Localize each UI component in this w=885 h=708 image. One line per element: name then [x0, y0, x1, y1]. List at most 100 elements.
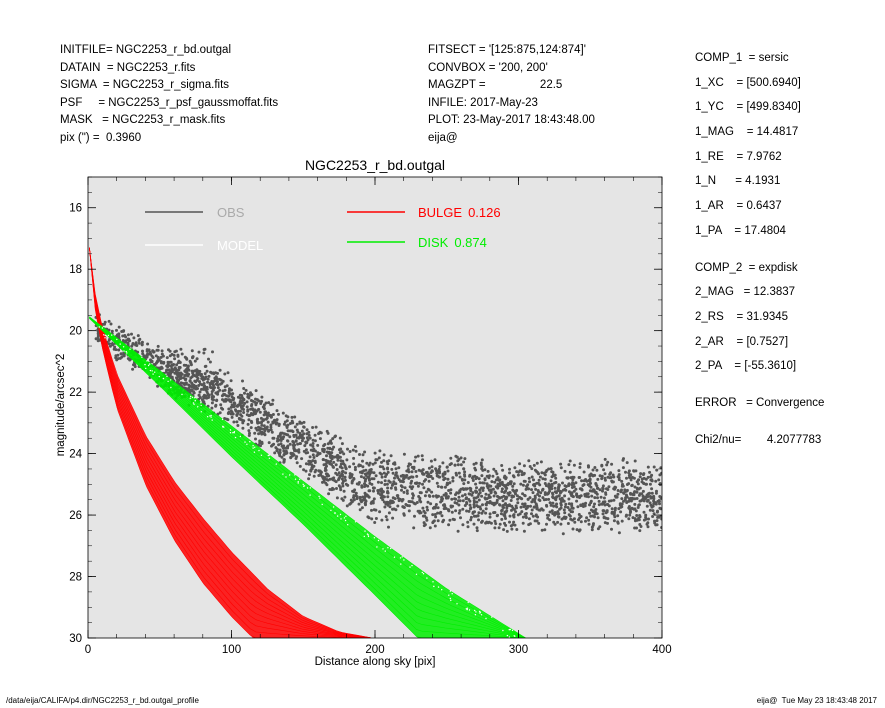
obs-point — [337, 471, 341, 475]
obs-point — [526, 483, 530, 487]
obs-point — [544, 498, 548, 501]
obs-point — [286, 415, 290, 419]
obs-point — [582, 504, 586, 508]
obs-point — [230, 415, 234, 419]
obs-point — [423, 494, 427, 498]
model-point — [197, 406, 199, 408]
obs-point — [453, 463, 457, 467]
obs-point — [396, 504, 400, 508]
obs-point — [285, 424, 289, 428]
obs-point — [141, 352, 145, 356]
obs-point — [485, 482, 489, 486]
obs-point — [358, 470, 362, 474]
obs-point — [628, 513, 632, 517]
obs-point — [617, 469, 621, 473]
model-point — [513, 635, 515, 637]
obs-point — [386, 462, 390, 466]
obs-point — [438, 465, 442, 469]
obs-point — [429, 459, 433, 463]
obs-point — [567, 483, 571, 486]
obs-point — [434, 503, 438, 506]
obs-point — [298, 464, 302, 468]
obs-point — [449, 505, 453, 509]
obs-point — [443, 485, 447, 489]
obs-point — [393, 476, 396, 480]
model-point — [318, 495, 320, 498]
obs-point — [318, 473, 322, 477]
obs-point — [361, 459, 364, 463]
x-tick-label: 100 — [222, 644, 241, 656]
obs-point — [277, 412, 280, 416]
obs-point — [644, 513, 648, 517]
obs-point — [354, 449, 358, 453]
obs-point — [259, 444, 262, 448]
obs-point — [511, 523, 515, 527]
obs-point — [109, 322, 113, 326]
model-point — [275, 463, 277, 465]
obs-point — [637, 493, 641, 497]
obs-point — [344, 467, 348, 471]
obs-point — [427, 466, 431, 470]
obs-point — [563, 505, 567, 509]
obs-point — [423, 523, 427, 527]
obs-point — [657, 515, 661, 519]
obs-point — [487, 493, 491, 497]
obs-point — [254, 437, 257, 441]
obs-point — [203, 387, 207, 391]
obs-point — [307, 459, 311, 463]
obs-point — [646, 521, 650, 525]
obs-point — [383, 479, 387, 483]
obs-point — [598, 474, 602, 478]
obs-point — [580, 479, 584, 483]
model-point — [154, 371, 156, 373]
obs-point — [392, 462, 395, 466]
obs-point — [481, 489, 485, 492]
obs-point — [650, 487, 654, 491]
obs-point — [487, 520, 491, 524]
header-right-params: COMP_1 = sersic 1_XC = [500.6940] 1_YC = [… — [695, 46, 824, 452]
model-point — [294, 478, 297, 480]
obs-point — [216, 386, 220, 390]
obs-point — [400, 488, 403, 492]
obs-point — [186, 372, 190, 376]
obs-point — [278, 451, 282, 454]
model-point — [509, 628, 511, 631]
obs-point — [603, 457, 607, 461]
model-point — [468, 609, 471, 611]
obs-point — [477, 511, 481, 515]
obs-point — [463, 470, 467, 474]
obs-point — [564, 515, 568, 519]
obs-point — [553, 486, 557, 490]
obs-point — [239, 409, 242, 413]
obs-point — [368, 472, 372, 476]
obs-point — [461, 507, 465, 511]
obs-point — [532, 482, 536, 486]
obs-point — [461, 478, 464, 482]
model-point — [233, 431, 236, 433]
obs-point — [458, 475, 462, 479]
obs-point — [594, 482, 598, 486]
obs-point — [367, 495, 371, 499]
obs-point — [352, 498, 356, 502]
obs-point — [288, 435, 292, 439]
footer-path: /data/eija/CALIFA/p4.dir/NGC2253_r_bd.ou… — [6, 696, 200, 705]
obs-point — [474, 514, 478, 518]
model-point — [309, 494, 311, 496]
obs-point — [313, 461, 317, 464]
obs-point — [344, 471, 348, 475]
header-mid-line: MAGZPT = 22.5 — [428, 79, 563, 92]
obs-point — [438, 471, 441, 475]
obs-point — [270, 430, 274, 434]
obs-point — [196, 387, 199, 390]
obs-point — [443, 471, 447, 475]
obs-point — [241, 426, 245, 430]
obs-point — [534, 487, 538, 491]
obs-point — [592, 505, 596, 509]
obs-point — [613, 506, 617, 510]
obs-point — [113, 345, 117, 349]
obs-point — [360, 506, 364, 510]
obs-point — [288, 442, 292, 446]
obs-point — [383, 483, 387, 486]
obs-point — [504, 489, 508, 493]
y-tick-label: 22 — [69, 387, 82, 399]
